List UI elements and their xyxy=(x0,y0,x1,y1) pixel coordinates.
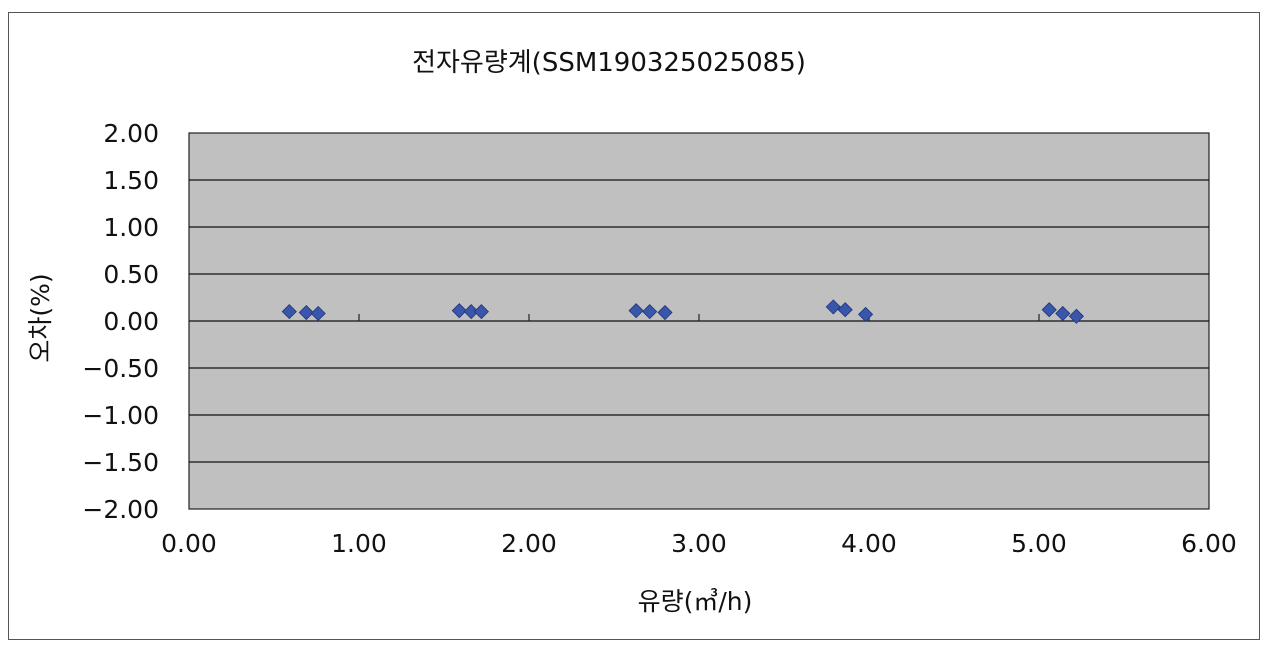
data-point xyxy=(628,303,644,319)
y-tick-label: 0.00 xyxy=(103,307,159,336)
x-tick-label: 0.00 xyxy=(161,529,217,558)
y-tick-label: 1.50 xyxy=(103,166,159,195)
data-point xyxy=(1041,302,1057,318)
data-point xyxy=(298,304,314,321)
data-point xyxy=(858,306,874,322)
x-axis-label: 유량(㎥/h) xyxy=(638,587,753,616)
y-tick-label: −0.50 xyxy=(82,354,159,383)
y-tick-label: −1.00 xyxy=(82,401,159,430)
data-point xyxy=(657,304,673,321)
data-point xyxy=(451,303,467,319)
y-tick-label: −1.50 xyxy=(82,448,159,477)
data-point xyxy=(1055,305,1071,322)
data-point xyxy=(642,304,658,320)
y-tick-label: −2.00 xyxy=(82,495,159,524)
x-tick-label: 3.00 xyxy=(671,529,727,558)
data-point xyxy=(463,304,479,320)
chart-svg: 전자유량계(SSM190325025085) 2.00 1.50 1.00 0.50 0… xyxy=(26,48,1237,616)
y-tick-label: 0.50 xyxy=(103,260,159,289)
data-point xyxy=(837,302,853,318)
y-tick-label: 1.00 xyxy=(103,213,159,242)
y-axis-label: 오차(%) xyxy=(26,273,55,362)
y-tick-label: 2.00 xyxy=(103,119,159,148)
data-point xyxy=(1068,308,1084,324)
data-point xyxy=(310,305,326,322)
x-tick-label: 1.00 xyxy=(331,529,387,558)
data-point xyxy=(825,299,841,315)
data-point xyxy=(281,304,297,320)
x-tick-label: 4.00 xyxy=(841,529,897,558)
x-tick-label: 5.00 xyxy=(1011,529,1067,558)
chart-title: 전자유량계(SSM190325025085) xyxy=(412,48,806,78)
data-point xyxy=(473,304,489,320)
plot-area: 2.00 1.50 1.00 0.50 0.00 −0.50 −1.00 −1.50 −2.00… xyxy=(82,119,1236,558)
x-tick-label: 6.00 xyxy=(1181,529,1237,558)
chart-frame: 전자유량계(SSM190325025085) 2.00 1.50 1.00 0.50 0… xyxy=(8,12,1260,640)
x-tick-label: 2.00 xyxy=(501,529,557,558)
